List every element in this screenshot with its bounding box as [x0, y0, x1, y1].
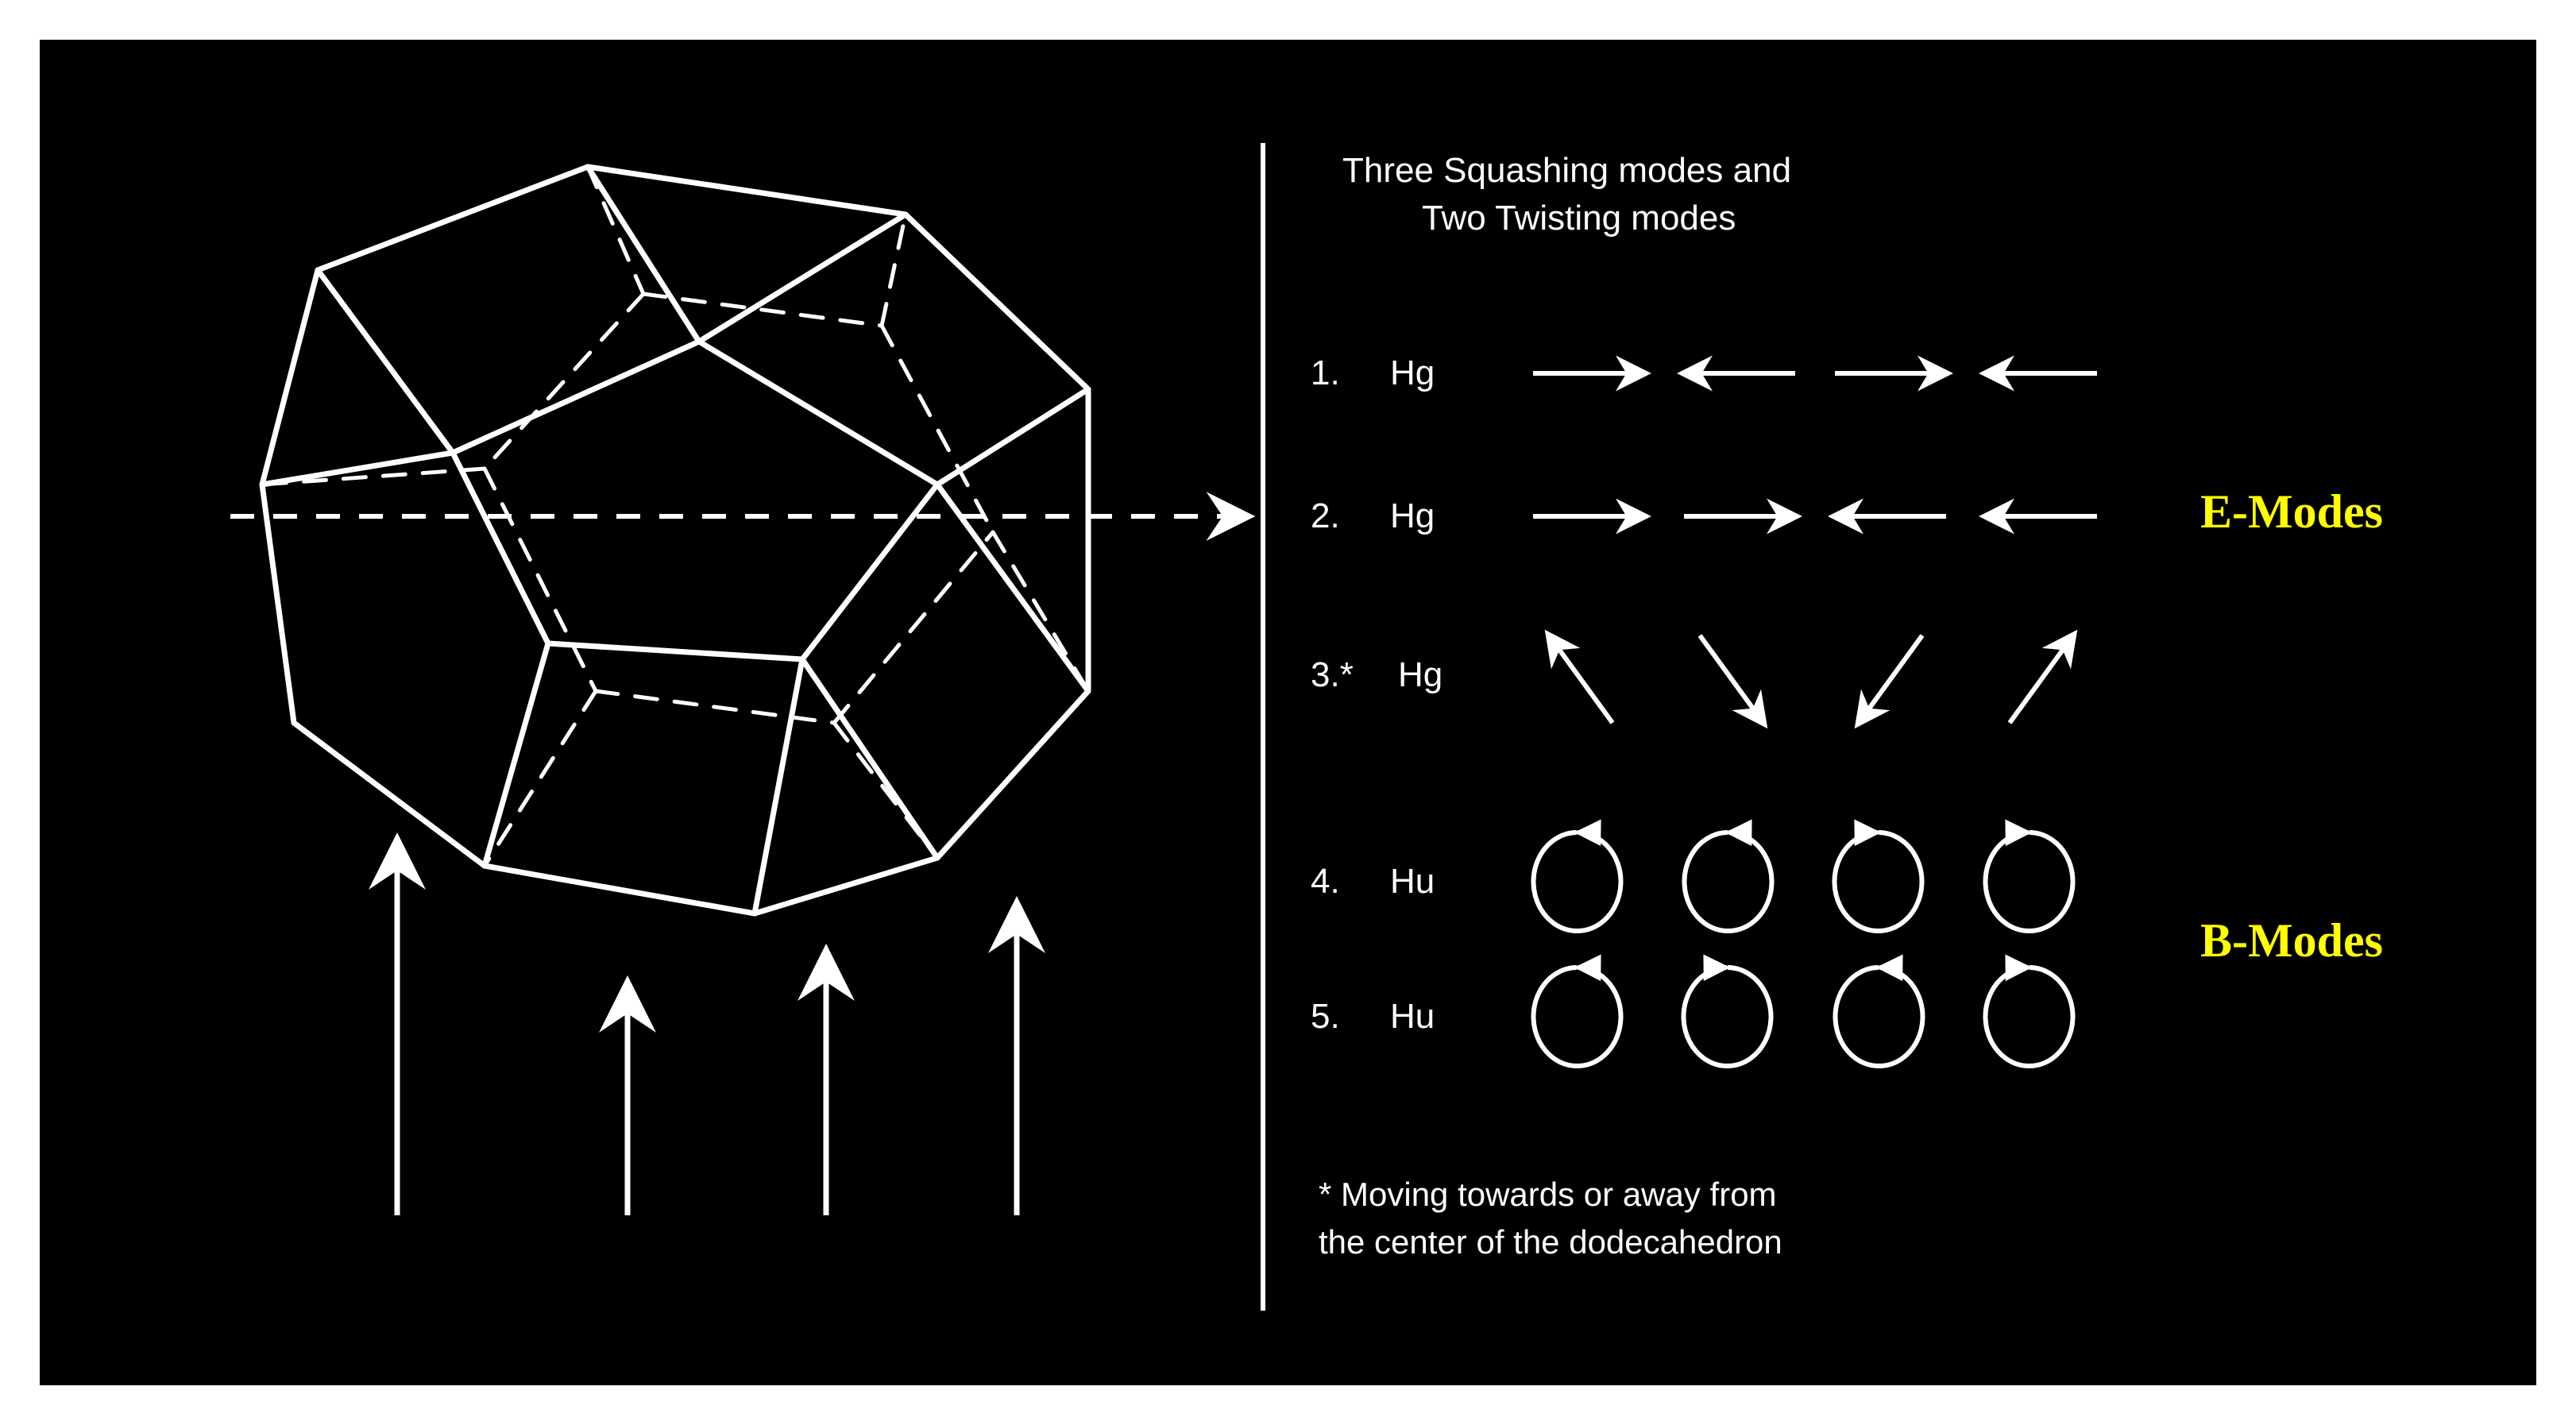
- mode-4-loops: [1533, 832, 2072, 931]
- mode-3-sym: Hg: [1398, 655, 1442, 695]
- figure-svg: [40, 40, 2536, 1385]
- footnote-line1: * Moving towards or away from: [1319, 1176, 1777, 1214]
- mode-3-arrows: [1549, 635, 2073, 723]
- mode-5-sym: Hu: [1390, 997, 1435, 1037]
- dodecahedron: [262, 167, 1088, 913]
- excitation-arrows: [397, 842, 1017, 1215]
- page: Three Squashing modes and Two Twisting m…: [0, 0, 2576, 1425]
- mode-5-num: 5.: [1311, 997, 1340, 1037]
- e-modes-label: E-Modes: [2200, 485, 2383, 539]
- mode-4-num: 4.: [1311, 862, 1340, 902]
- figure-panel: Three Squashing modes and Two Twisting m…: [40, 40, 2536, 1385]
- mode-glyphs: [1533, 373, 2097, 1066]
- mode-5-loops: [1533, 967, 2072, 1066]
- mode-3-num: 3.*: [1311, 655, 1354, 695]
- mode-4-sym: Hu: [1390, 862, 1435, 902]
- modes-title-line2: Two Twisting modes: [1422, 199, 1736, 238]
- mode-1-num: 1.: [1311, 353, 1340, 393]
- mode-1-sym: Hg: [1390, 353, 1435, 393]
- mode-2-num: 2.: [1311, 496, 1340, 536]
- mode-2-sym: Hg: [1390, 496, 1435, 536]
- b-modes-label: B-Modes: [2200, 913, 2383, 968]
- footnote-line2: the center of the dodecahedron: [1319, 1223, 1782, 1261]
- modes-title-line1: Three Squashing modes and: [1342, 151, 1791, 191]
